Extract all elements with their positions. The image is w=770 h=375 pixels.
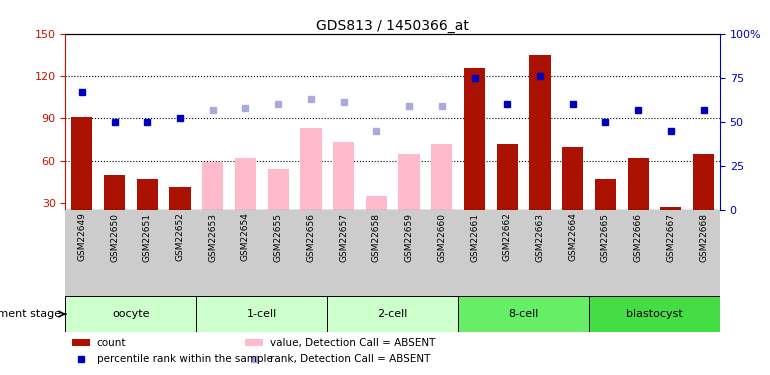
Bar bbox=[104, 175, 126, 210]
Text: count: count bbox=[96, 338, 126, 348]
Text: GSM22666: GSM22666 bbox=[634, 213, 643, 262]
Text: GSM22656: GSM22656 bbox=[306, 213, 316, 262]
Text: rank, Detection Call = ABSENT: rank, Detection Call = ABSENT bbox=[270, 354, 430, 364]
Text: GSM22660: GSM22660 bbox=[437, 213, 447, 262]
Text: GSM22663: GSM22663 bbox=[535, 213, 544, 262]
Bar bbox=[589, 296, 720, 332]
Text: oocyte: oocyte bbox=[112, 309, 149, 319]
Bar bbox=[333, 142, 354, 210]
Text: 2-cell: 2-cell bbox=[377, 309, 408, 319]
Text: development stage: development stage bbox=[0, 309, 62, 319]
Bar bbox=[458, 296, 589, 332]
Bar bbox=[497, 144, 518, 210]
Bar bbox=[300, 128, 322, 210]
Bar bbox=[136, 179, 158, 210]
Bar bbox=[235, 158, 256, 210]
Bar bbox=[65, 296, 196, 332]
Text: GSM22652: GSM22652 bbox=[176, 213, 185, 261]
Title: GDS813 / 1450366_at: GDS813 / 1450366_at bbox=[316, 19, 469, 33]
Text: GSM22664: GSM22664 bbox=[568, 213, 578, 261]
Text: GSM22654: GSM22654 bbox=[241, 213, 250, 261]
Text: percentile rank within the sample: percentile rank within the sample bbox=[96, 354, 273, 364]
Bar bbox=[267, 169, 289, 210]
Bar bbox=[628, 158, 649, 210]
Text: 1-cell: 1-cell bbox=[246, 309, 277, 319]
Bar bbox=[529, 55, 551, 210]
Text: GSM22649: GSM22649 bbox=[77, 213, 86, 261]
Bar bbox=[246, 339, 263, 346]
Bar bbox=[431, 144, 453, 210]
Bar bbox=[366, 196, 387, 210]
Bar bbox=[398, 154, 420, 210]
Bar bbox=[562, 147, 584, 210]
Bar bbox=[594, 179, 616, 210]
Text: GSM22651: GSM22651 bbox=[142, 213, 152, 262]
Bar bbox=[72, 339, 90, 346]
Text: GSM22667: GSM22667 bbox=[666, 213, 675, 262]
Text: GSM22662: GSM22662 bbox=[503, 213, 512, 261]
Bar bbox=[693, 154, 715, 210]
Text: GSM22655: GSM22655 bbox=[273, 213, 283, 262]
Bar bbox=[464, 68, 485, 210]
Text: GSM22659: GSM22659 bbox=[404, 213, 413, 262]
Text: blastocyst: blastocyst bbox=[626, 309, 683, 319]
Bar bbox=[327, 296, 458, 332]
Bar bbox=[169, 188, 191, 210]
Text: GSM22653: GSM22653 bbox=[208, 213, 217, 262]
Text: GSM22668: GSM22668 bbox=[699, 213, 708, 262]
Text: GSM22657: GSM22657 bbox=[339, 213, 348, 262]
Text: GSM22661: GSM22661 bbox=[470, 213, 479, 262]
Text: value, Detection Call = ABSENT: value, Detection Call = ABSENT bbox=[270, 338, 435, 348]
Text: GSM22665: GSM22665 bbox=[601, 213, 610, 262]
Bar bbox=[71, 117, 92, 210]
Bar bbox=[196, 296, 327, 332]
Bar bbox=[202, 162, 223, 210]
Text: 8-cell: 8-cell bbox=[508, 309, 539, 319]
Text: GSM22658: GSM22658 bbox=[372, 213, 381, 262]
Bar bbox=[660, 207, 681, 210]
Text: GSM22650: GSM22650 bbox=[110, 213, 119, 262]
